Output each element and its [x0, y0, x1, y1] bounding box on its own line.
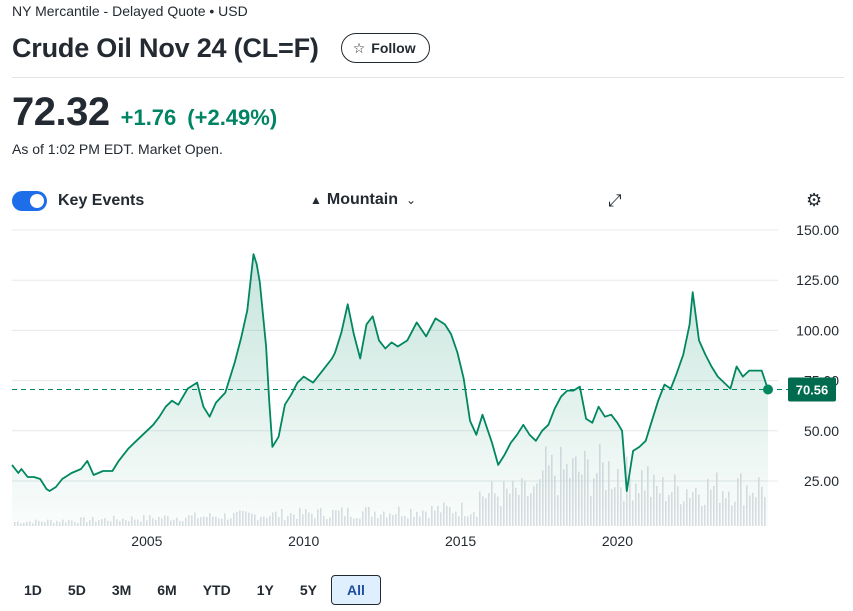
toggle-knob	[30, 194, 44, 208]
key-events-label: Key Events	[58, 192, 145, 209]
x-tick-label: 2010	[288, 533, 319, 549]
y-tick-label: 50.00	[804, 423, 839, 439]
current-price: 72.32	[12, 90, 110, 134]
current-price-badge	[788, 377, 836, 402]
x-tick-label: 2005	[131, 533, 162, 549]
range-5y-button[interactable]: 5Y	[299, 582, 317, 598]
quote-row: 72.32 +1.76 (+2.49%)	[12, 90, 277, 135]
exchange-info: NY Mercantile - Delayed Quote • USD	[12, 3, 248, 19]
divider	[12, 77, 844, 78]
current-price-badge-label: 70.56	[796, 383, 829, 398]
y-tick-label: 150.00	[796, 222, 839, 238]
price-change: +1.76	[120, 105, 177, 130]
chevron-down-icon: ⌄	[405, 193, 417, 207]
range-ytd-button[interactable]: YTD	[202, 582, 231, 598]
star-icon: ☆	[352, 39, 366, 56]
range-all-button[interactable]: All	[330, 575, 381, 605]
range-1d-button[interactable]: 1D	[24, 582, 42, 598]
y-tick-label: 100.00	[796, 322, 839, 338]
y-tick-label: 125.00	[796, 272, 839, 288]
range-3m-button[interactable]: 3M	[111, 582, 132, 598]
page-title: Crude Oil Nov 24 (CL=F)	[12, 32, 319, 63]
follow-button[interactable]: ☆ Follow	[340, 33, 430, 63]
x-tick-label: 2020	[602, 533, 633, 549]
range-1y-button[interactable]: 1Y	[256, 582, 274, 598]
key-events-toggle[interactable]	[12, 191, 47, 211]
y-tick-label: 25.00	[804, 473, 839, 489]
mountain-icon: ▲	[310, 193, 322, 207]
range-5d-button[interactable]: 5D	[67, 582, 86, 598]
x-tick-label: 2015	[445, 533, 476, 549]
follow-label: Follow	[371, 40, 416, 56]
last-price-dot	[763, 384, 773, 395]
chart-type-label: Mountain	[326, 191, 398, 208]
title-row: Crude Oil Nov 24 (CL=F) ☆ Follow	[12, 30, 430, 66]
chart-type-dropdown[interactable]: ▲ Mountain ⌄	[310, 191, 416, 209]
range-6m-button[interactable]: 6M	[157, 582, 177, 598]
time-range-selector: 1D 5D 3M 6M YTD 1Y 5Y All	[12, 575, 383, 605]
expand-icon[interactable]: ⤢	[608, 191, 622, 210]
gear-icon[interactable]: ⚙	[806, 190, 823, 210]
price-line	[11, 253, 769, 492]
as-of-timestamp: As of 1:02 PM EDT. Market Open.	[12, 141, 223, 157]
price-change-percent: (+2.49%)	[187, 105, 278, 130]
price-area	[12, 254, 768, 526]
